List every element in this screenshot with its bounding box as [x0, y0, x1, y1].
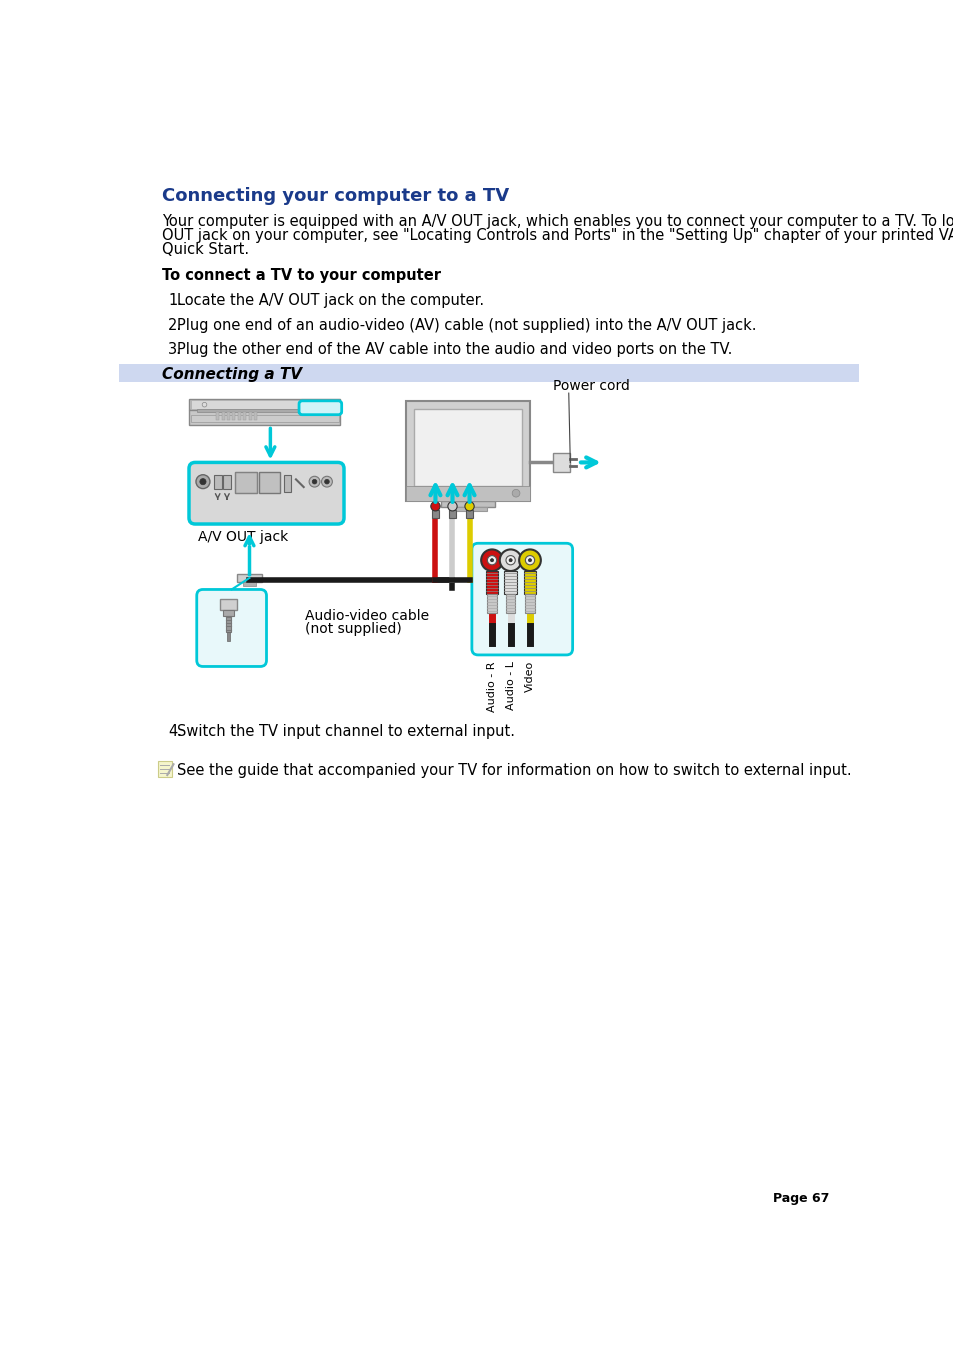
Text: Plug the other end of the AV cable into the audio and video ports on the TV.: Plug the other end of the AV cable into …: [177, 342, 732, 357]
Bar: [406, 401, 530, 501]
Bar: [448, 511, 456, 517]
Circle shape: [319, 403, 323, 407]
Bar: [283, 474, 291, 492]
Circle shape: [464, 501, 474, 511]
FancyBboxPatch shape: [298, 401, 341, 415]
Bar: [227, 412, 230, 420]
Circle shape: [199, 478, 206, 485]
Circle shape: [431, 501, 439, 511]
Circle shape: [313, 403, 317, 407]
Text: Connecting a TV: Connecting a TV: [162, 367, 301, 382]
Circle shape: [505, 555, 515, 565]
Text: A/V OUT jack: A/V OUT jack: [198, 530, 288, 544]
Bar: [440, 501, 495, 507]
Text: 3.: 3.: [168, 342, 182, 357]
Circle shape: [312, 480, 316, 484]
Circle shape: [324, 480, 329, 484]
Bar: [119, 363, 858, 382]
Bar: [448, 507, 487, 511]
Bar: [192, 400, 337, 408]
Bar: [223, 474, 231, 489]
Bar: [414, 408, 521, 485]
Bar: [221, 412, 224, 420]
Circle shape: [509, 559, 512, 562]
Circle shape: [518, 550, 540, 571]
Bar: [196, 408, 332, 412]
Bar: [301, 400, 340, 411]
Text: 4.: 4.: [168, 724, 182, 739]
Text: Video: Video: [524, 661, 535, 692]
Text: (not supplied): (not supplied): [305, 621, 401, 636]
Bar: [235, 471, 257, 493]
Bar: [235, 471, 257, 493]
Circle shape: [447, 501, 456, 511]
Circle shape: [528, 559, 531, 562]
Bar: [465, 511, 473, 517]
Text: TV: TV: [452, 430, 484, 450]
Bar: [233, 412, 235, 420]
Bar: [227, 632, 230, 642]
Bar: [253, 412, 257, 420]
Bar: [191, 415, 338, 423]
Text: Quick Start.: Quick Start.: [162, 242, 249, 257]
Bar: [236, 574, 261, 582]
Bar: [504, 571, 517, 594]
Bar: [237, 412, 241, 420]
Bar: [553, 453, 570, 471]
Text: 1.: 1.: [168, 293, 182, 308]
FancyBboxPatch shape: [472, 543, 572, 655]
Circle shape: [202, 403, 207, 407]
Circle shape: [321, 477, 332, 488]
Text: Audio - R: Audio - R: [487, 661, 497, 712]
Bar: [189, 400, 340, 411]
Bar: [189, 411, 340, 426]
Text: Connecting your computer to a TV: Connecting your computer to a TV: [162, 186, 509, 205]
Circle shape: [499, 550, 521, 571]
Bar: [505, 594, 515, 613]
Circle shape: [512, 489, 519, 497]
Bar: [220, 598, 236, 611]
Circle shape: [195, 474, 210, 489]
Bar: [525, 594, 534, 613]
FancyBboxPatch shape: [196, 589, 266, 666]
Circle shape: [480, 550, 502, 571]
Circle shape: [490, 559, 493, 562]
Text: To connect a TV to your computer: To connect a TV to your computer: [162, 269, 440, 284]
Text: Audio - L: Audio - L: [505, 661, 515, 711]
Bar: [523, 571, 536, 594]
Bar: [243, 412, 246, 420]
Bar: [243, 582, 255, 586]
Text: Plug one end of an audio-video (AV) cable (not supplied) into the A/V OUT jack.: Plug one end of an audio-video (AV) cabl…: [177, 317, 756, 332]
Text: OUT jack on your computer, see "Locating Controls and Ports" in the "Setting Up": OUT jack on your computer, see "Locating…: [162, 228, 953, 243]
Text: Switch the TV input channel to external input.: Switch the TV input channel to external …: [177, 724, 515, 739]
Circle shape: [307, 403, 311, 407]
Text: Page 67: Page 67: [772, 1192, 828, 1205]
Bar: [487, 594, 497, 613]
Bar: [158, 761, 172, 777]
Text: 2.: 2.: [168, 317, 182, 332]
Bar: [216, 412, 219, 420]
Circle shape: [487, 555, 497, 565]
Bar: [226, 616, 231, 632]
Text: Your computer is equipped with an A/V OUT jack, which enables you to connect you: Your computer is equipped with an A/V OU…: [162, 215, 953, 230]
Bar: [406, 485, 530, 501]
Bar: [249, 412, 252, 420]
Bar: [213, 474, 221, 489]
Bar: [485, 571, 497, 594]
FancyBboxPatch shape: [189, 462, 344, 524]
Circle shape: [309, 477, 319, 488]
Circle shape: [525, 555, 534, 565]
Text: See the guide that accompanied your TV for information on how to switch to exter: See the guide that accompanied your TV f…: [177, 763, 851, 778]
Bar: [223, 611, 233, 616]
Bar: [431, 511, 439, 517]
Text: Locate the A/V OUT jack on the computer.: Locate the A/V OUT jack on the computer.: [177, 293, 484, 308]
Text: Power cord: Power cord: [553, 380, 630, 393]
Text: Audio-video cable: Audio-video cable: [305, 609, 429, 623]
Bar: [258, 471, 280, 493]
